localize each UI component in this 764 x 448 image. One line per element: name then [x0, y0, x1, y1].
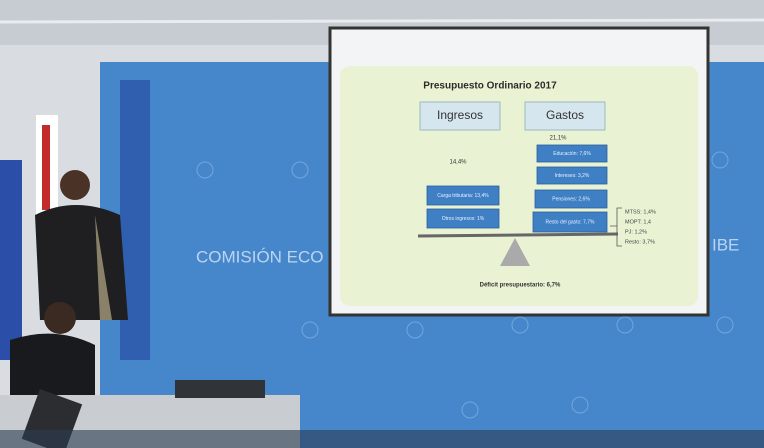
gasto-item: Pensiones: 2,6%	[552, 196, 590, 202]
gasto-item: Intereses: 3,2%	[555, 173, 590, 179]
detail-item: Resto: 3,7%	[625, 239, 655, 245]
banner-text: IBE	[712, 235, 739, 254]
seated-head	[44, 302, 76, 334]
ingresos-total: 14,4%	[449, 160, 467, 166]
photo: COMISIÓN ECO IBE Presupuesto Ordinario 2…	[0, 0, 764, 448]
presenter-head	[60, 170, 90, 200]
balance-beam	[418, 234, 618, 236]
slide	[340, 66, 698, 306]
banner-text: COMISIÓN ECO	[196, 247, 324, 266]
ingreso-item: Otros ingresos: 1%	[442, 216, 485, 222]
equipment	[175, 380, 265, 398]
gasto-item: Resto del gasto: 7,7%	[546, 219, 595, 225]
floor-shadow	[0, 430, 764, 448]
ceiling-light	[0, 20, 764, 22]
deficit: Déficit presupuestario: 6,7%	[480, 283, 561, 289]
gastos-total: 21,1%	[549, 136, 567, 142]
flag	[0, 160, 22, 360]
ingresos-label: Ingresos	[437, 108, 483, 122]
detail-item: MTSS: 1,4%	[625, 209, 656, 215]
page: COMISIÓN ECO IBE Presupuesto Ordinario 2…	[0, 0, 764, 448]
detail-item: MOPT: 1,4	[625, 219, 651, 225]
gastos-label: Gastos	[546, 108, 584, 122]
detail-item: PJ: 1,2%	[625, 229, 647, 235]
slide-title: Presupuesto Ordinario 2017	[423, 81, 557, 92]
gasto-item: Educación: 7,6%	[553, 151, 591, 157]
flag-stripe	[42, 125, 50, 210]
presenter-body	[35, 205, 128, 320]
ingreso-item: Carga tributaria: 13,4%	[437, 193, 489, 199]
